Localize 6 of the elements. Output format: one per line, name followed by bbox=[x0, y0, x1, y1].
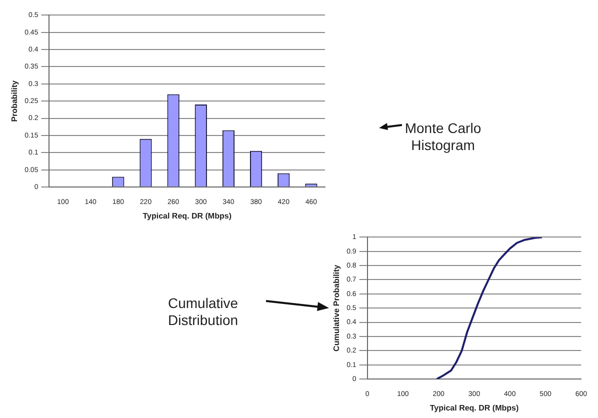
y-axis-title: Cumulative Probability bbox=[332, 264, 342, 352]
x-axis-title: Typical Req. DR (Mbps) bbox=[142, 211, 232, 220]
text: Monte Carlo Histogram bbox=[404, 120, 482, 154]
y-axis-title: Probability bbox=[10, 80, 20, 122]
text: Cumulative Distribution bbox=[166, 295, 240, 329]
x-axis-title: Typical Req. DR (Mbps) bbox=[430, 403, 519, 412]
